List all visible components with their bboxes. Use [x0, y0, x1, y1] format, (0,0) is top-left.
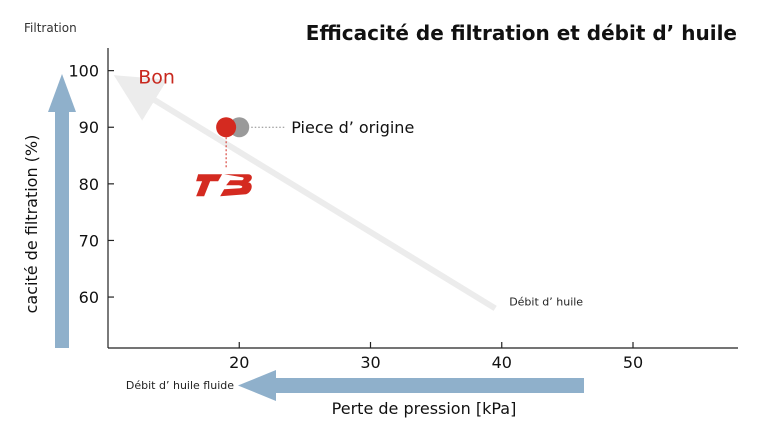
data-point-brand: [216, 117, 237, 138]
x-tick-label: 20: [229, 353, 249, 372]
y-tick-label: 80: [79, 175, 99, 194]
y-tick-label: 100: [68, 62, 99, 81]
corner-label: Filtration: [24, 21, 77, 35]
x-axis-arrow: [238, 370, 584, 401]
brand-logo: [196, 174, 252, 197]
point-label: Piece d’ origine: [291, 118, 414, 137]
x-tick-label: 40: [492, 353, 512, 372]
diagonal-arrow: [113, 75, 497, 311]
x-tick-label: 50: [623, 353, 643, 372]
y-tick-label: 90: [79, 118, 99, 137]
x-arrow-label: Débit d’ huile fluide: [126, 379, 234, 392]
x-axis-label: Perte de pression [kPa]: [332, 399, 517, 418]
x-tick-label: 30: [360, 353, 380, 372]
data-points: Piece d’ origine: [196, 117, 414, 197]
x-ticks: 20 30 40 50: [229, 342, 643, 372]
diagonal-label: Débit d’ huile: [509, 295, 583, 308]
y-tick-label: 70: [79, 231, 99, 250]
good-label: Bon: [138, 67, 175, 89]
y-tick-label: 60: [79, 288, 99, 307]
chart-title: Efficacité de filtration et débit d’ hui…: [306, 21, 737, 45]
y-ticks: 60 70 80 90 100: [68, 62, 114, 307]
y-axis-label: cacité de filtration (%): [22, 135, 41, 314]
y-axis-arrow: [48, 74, 76, 348]
